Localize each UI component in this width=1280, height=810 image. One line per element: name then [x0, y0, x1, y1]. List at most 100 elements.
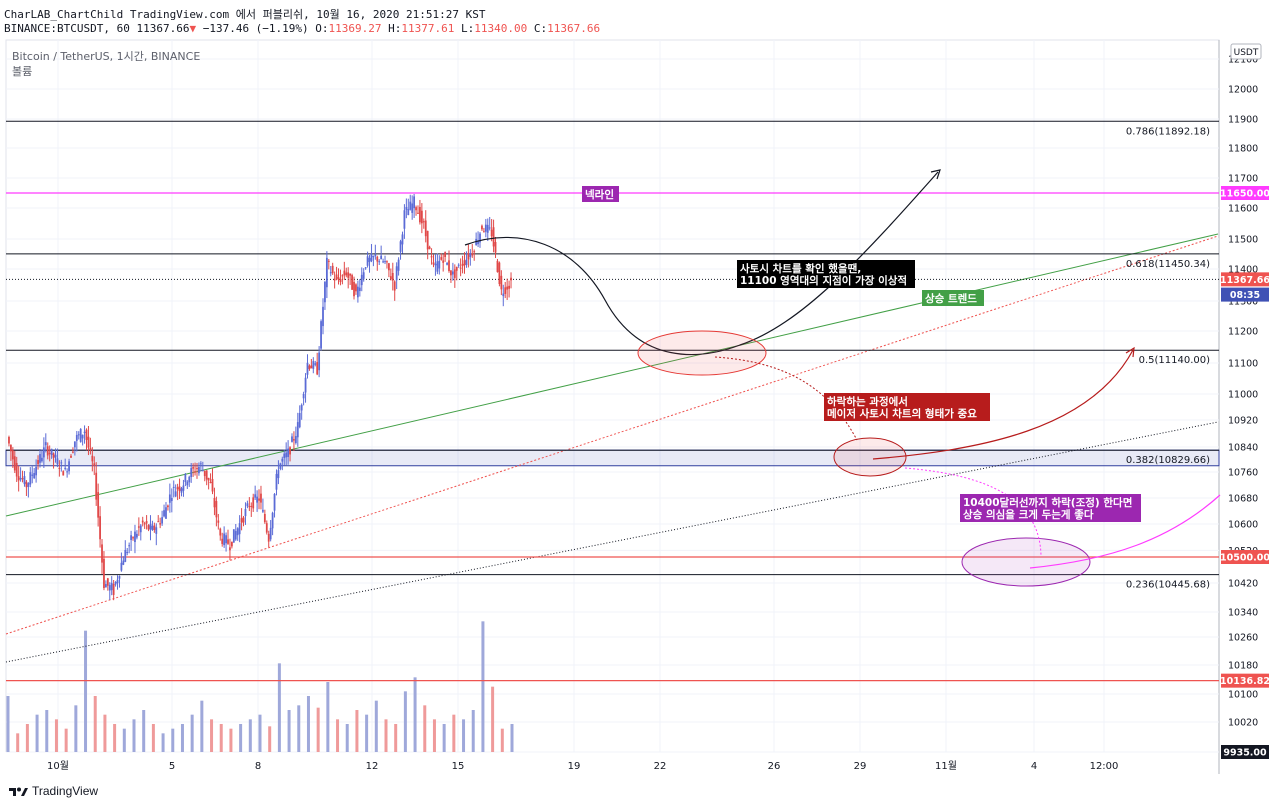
candle-body: [184, 474, 187, 483]
x-tick-label: 15: [452, 761, 465, 772]
volume-bar: [355, 710, 359, 752]
candle-body: [211, 478, 214, 492]
candle-body: [77, 434, 80, 436]
candle-body: [17, 476, 20, 481]
candle-body: [341, 275, 344, 277]
symbol: BINANCE:BTCUSDT, 60: [4, 22, 130, 35]
candle-body: [407, 209, 410, 216]
volume-bar: [113, 724, 117, 752]
y-tick-label: 12100: [1228, 55, 1258, 66]
satoshi-note: 사토시 차트를 확인 했을땐,11100 영역대의 지점이 가장 이상적: [737, 260, 915, 288]
candle-body: [285, 452, 288, 458]
ellipse-11100: [637, 330, 767, 376]
candle-body: [434, 263, 437, 266]
candle-body: [263, 514, 266, 523]
candle-body: [188, 476, 191, 483]
candle-body: [64, 467, 67, 470]
candle-body: [422, 221, 425, 223]
candle-body: [221, 538, 224, 544]
candle-body: [15, 462, 18, 477]
legend-volume: 볼륨: [12, 65, 32, 78]
ellipse-10450: [961, 537, 1091, 587]
candle-body: [440, 257, 443, 260]
candle-body: [130, 535, 132, 541]
volume-bar: [190, 714, 194, 752]
candle-body: [33, 472, 36, 479]
candle-body: [283, 453, 286, 459]
candle-body: [351, 275, 353, 290]
volume-bar: [161, 733, 165, 752]
volume-bar: [54, 719, 58, 752]
candle-body: [446, 263, 448, 265]
volume-bar: [277, 663, 281, 752]
y-tick-label: 11000: [1228, 390, 1258, 401]
candle-body: [70, 455, 72, 458]
price-tag: 10136.82: [1220, 673, 1270, 688]
x-tick-label: 12:00: [1090, 761, 1119, 772]
candle-body: [279, 463, 282, 469]
volume-bar: [384, 719, 388, 752]
candle-body: [343, 270, 346, 276]
candle-body: [134, 531, 136, 543]
neckline-label-text: 넥라인: [585, 188, 614, 201]
correction-note-bg: [960, 494, 1141, 522]
candle-body: [114, 582, 117, 585]
candle-body: [66, 471, 69, 473]
fib-label: 0.618(11450.34): [1126, 259, 1210, 270]
candle-body: [46, 446, 49, 456]
candle-body: [401, 234, 404, 245]
volume-bar: [16, 733, 20, 752]
candle-body: [145, 521, 148, 524]
candle-body: [79, 429, 82, 442]
high-value: 11377.61: [401, 22, 455, 35]
y-tick-label: 10340: [1228, 608, 1258, 619]
candle-body: [320, 321, 322, 349]
volume-bar: [336, 719, 340, 752]
volume-bar: [432, 719, 436, 752]
correction-note-text: 상승 의심을 크게 두는게 좋다: [963, 508, 1094, 521]
candle-body: [21, 478, 24, 480]
candle-body: [469, 252, 472, 257]
candle-body: [453, 269, 456, 278]
candle-body: [232, 529, 235, 543]
candle-body: [327, 260, 330, 262]
volume-bar: [423, 705, 427, 752]
volume-bar: [471, 710, 475, 752]
volume-bar: [171, 728, 175, 752]
candle-body: [83, 431, 86, 433]
candle-body: [405, 206, 408, 210]
candle-body: [87, 436, 90, 448]
candle-body: [349, 273, 352, 276]
y-tick-label: 10680: [1228, 494, 1258, 505]
candle-body: [242, 517, 245, 523]
candle-body: [99, 516, 101, 540]
candle-body: [347, 272, 350, 278]
candle-body: [498, 262, 501, 284]
y-tick-label: 11100: [1228, 359, 1258, 370]
candle-body: [430, 256, 433, 258]
candle-body: [248, 506, 251, 508]
volume-bar: [316, 707, 320, 752]
y-tick-label: 10180: [1228, 661, 1258, 672]
fib-label: 0.382(10829.66): [1126, 455, 1210, 466]
volume-bar: [64, 728, 68, 752]
candle-body: [48, 453, 51, 455]
candle-body: [29, 472, 32, 485]
price-tag-label: 10136.82: [1220, 676, 1270, 687]
open-value: 11369.27: [328, 22, 382, 35]
candle-body: [101, 544, 103, 563]
candle-body: [419, 206, 421, 223]
candle-body: [490, 229, 493, 237]
price-tag-bg: [1221, 287, 1269, 302]
volume-bar: [345, 724, 349, 752]
candle-body: [151, 525, 154, 530]
candle-body: [500, 275, 503, 290]
price-tag-label: 10500.00: [1220, 553, 1270, 564]
candle-body: [482, 231, 485, 233]
brand-label: TradingView: [32, 784, 99, 798]
candle-body: [308, 365, 311, 369]
candle-body: [362, 272, 365, 279]
tradingview-brand[interactable]: TradingView: [8, 784, 98, 798]
candle-body: [230, 541, 233, 547]
